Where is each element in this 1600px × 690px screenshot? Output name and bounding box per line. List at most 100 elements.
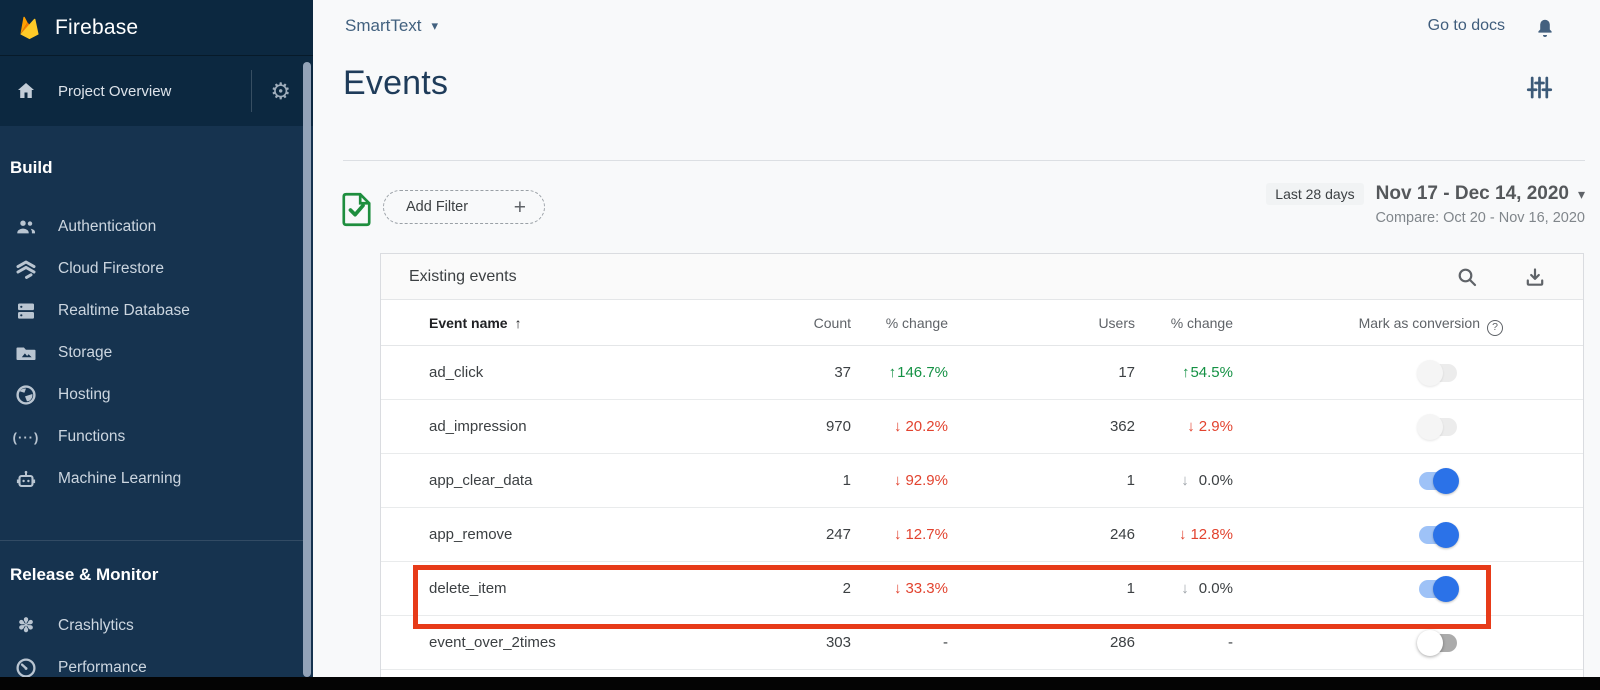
event-name-cell: delete_item — [429, 580, 507, 597]
mark-as-conversion-toggle[interactable] — [1417, 360, 1459, 386]
mark-as-conversion-toggle[interactable] — [1417, 630, 1459, 656]
event-name-cell: app_clear_data — [429, 472, 533, 489]
event-users-cell: 1 — [1126, 472, 1135, 489]
firebase-brand-header[interactable]: Firebase — [0, 0, 313, 56]
chevron-down-icon: ▾ — [431, 18, 439, 33]
event-count-cell: 247 — [825, 526, 851, 543]
event-name-cell: ad_impression — [429, 418, 527, 435]
mark-as-conversion-toggle[interactable] — [1417, 522, 1459, 548]
firebase-flame-icon — [20, 16, 39, 40]
column-header-users-change[interactable]: % change — [1170, 315, 1233, 331]
event-name-cell: event_over_2times — [429, 634, 556, 651]
project-selector-dropdown[interactable]: SmartText ▾ — [345, 16, 438, 36]
sidebar-scrollbar-thumb[interactable] — [303, 62, 311, 677]
event-count-cell: 1 — [842, 472, 851, 489]
sidebar-item-label: Authentication — [58, 218, 157, 235]
column-header-event-name[interactable]: Event name ↑ — [429, 315, 522, 331]
sidebar-release-items: ✽ Crashlytics Performance — [0, 605, 304, 689]
sidebar-item-label: Cloud Firestore — [58, 260, 164, 277]
table-row[interactable]: delete_item 2 ↓ 33.3% 1 ↓ 0.0% — [381, 562, 1583, 629]
brand-name: Firebase — [55, 15, 139, 39]
globe-icon — [14, 383, 38, 407]
event-users-cell: 362 — [1109, 418, 1135, 435]
sidebar-item-crashlytics[interactable]: ✽ Crashlytics — [0, 605, 304, 647]
users-change-cell: ↑54.5% — [1181, 364, 1233, 381]
crashlytics-icon: ✽ — [17, 615, 35, 637]
event-name-cell: app_remove — [429, 526, 513, 543]
change-arrow-icon: ↑ — [1181, 364, 1190, 381]
people-icon — [14, 215, 38, 239]
sidebar-top-band — [0, 0, 313, 126]
event-users-cell: 17 — [1118, 364, 1135, 381]
change-arrow-icon: ↓ — [893, 472, 902, 489]
change-arrow-icon: ↑ — [888, 364, 897, 381]
sidebar-item-project-overview[interactable]: Project Overview ⚙ — [0, 57, 313, 125]
sidebar-item-authentication[interactable]: Authentication — [0, 206, 304, 248]
speedometer-icon — [14, 656, 38, 680]
column-header-count-change[interactable]: % change — [885, 315, 948, 331]
column-header-count[interactable]: Count — [813, 315, 851, 331]
sidebar-section-heading-release-monitor: Release & Monitor — [10, 565, 159, 584]
sidebar-item-functions[interactable]: (···) Functions — [0, 416, 304, 458]
sidebar-section-divider — [0, 540, 304, 541]
sidebar-item-storage[interactable]: Storage — [0, 332, 304, 374]
users-change-cell: ↓ 12.8% — [1178, 526, 1233, 543]
data-status-check-icon — [340, 191, 373, 228]
users-change-cell: - — [1228, 634, 1233, 651]
users-change-cell: ↓ 2.9% — [1187, 418, 1233, 435]
firestore-icon — [14, 257, 38, 281]
change-arrow-icon: ↓ — [893, 418, 902, 435]
count-change-cell: ↓ 12.7% — [893, 526, 948, 543]
table-row[interactable]: app_remove 247 ↓ 12.7% 246 ↓ 12.8% — [381, 508, 1583, 562]
search-icon[interactable] — [1455, 265, 1479, 289]
sidebar-item-label: Realtime Database — [58, 302, 190, 319]
event-users-cell: 286 — [1109, 634, 1135, 651]
sidebar-item-realtime-database[interactable]: Realtime Database — [0, 290, 304, 332]
event-count-cell: 303 — [825, 634, 851, 651]
sidebar-item-label: Performance — [58, 659, 147, 676]
column-header-users[interactable]: Users — [1098, 315, 1135, 331]
tune-filter-icon[interactable] — [1526, 74, 1553, 101]
change-arrow-icon: ↓ — [893, 580, 902, 597]
change-arrow-icon: ↓ — [1181, 472, 1189, 489]
table-row[interactable]: ad_click 37 ↑146.7% 17 ↑54.5% — [381, 346, 1583, 400]
notifications-bell-icon[interactable] — [1533, 14, 1557, 40]
mark-as-conversion-toggle[interactable] — [1417, 414, 1459, 440]
project-settings-gear-icon[interactable]: ⚙ — [270, 77, 291, 104]
database-icon — [14, 299, 38, 323]
sidebar-item-performance[interactable]: Performance — [0, 647, 304, 689]
help-icon[interactable]: ? — [1487, 320, 1503, 336]
sidebar-item-hosting[interactable]: Hosting — [0, 374, 304, 416]
plus-icon: + — [513, 195, 526, 219]
sidebar-item-machine-learning[interactable]: Machine Learning — [0, 458, 304, 500]
count-change-cell: - — [943, 634, 948, 651]
robot-icon — [14, 467, 38, 491]
add-filter-button[interactable]: Add Filter + — [383, 190, 545, 224]
table-row[interactable]: app_clear_data 1 ↓ 92.9% 1 ↓ 0.0% — [381, 454, 1583, 508]
count-change-cell: ↓ 20.2% — [893, 418, 948, 435]
event-count-cell: 970 — [825, 418, 851, 435]
download-icon[interactable] — [1523, 265, 1547, 289]
column-header-mark-as-conversion: Mark as conversion? — [1359, 300, 1503, 346]
home-icon — [18, 83, 34, 98]
table-row[interactable]: ad_impression 970 ↓ 20.2% 362 ↓ 2.9% — [381, 400, 1583, 454]
sidebar-item-cloud-firestore[interactable]: Cloud Firestore — [0, 248, 304, 290]
add-filter-label: Add Filter — [406, 199, 469, 215]
sidebar-vertical-divider — [251, 70, 253, 112]
header-divider — [343, 160, 1585, 161]
mark-as-conversion-toggle[interactable] — [1417, 576, 1459, 602]
table-row[interactable]: event_over_2times 303 - 286 - — [381, 616, 1583, 670]
count-change-cell: ↓ 92.9% — [893, 472, 948, 489]
sidebar-item-label: Functions — [58, 428, 126, 445]
sidebar-item-label: Machine Learning — [58, 470, 182, 487]
table-header-row: Event name ↑ Count % change Users % chang… — [381, 300, 1583, 346]
date-range-selector[interactable]: Nov 17 - Dec 14, 2020 — [1375, 183, 1569, 204]
sort-ascending-icon: ↑ — [514, 315, 522, 331]
chevron-down-icon[interactable]: ▾ — [1577, 185, 1585, 202]
sidebar-item-label: Crashlytics — [58, 617, 134, 634]
change-arrow-icon: ↓ — [1181, 580, 1189, 597]
go-to-docs-link[interactable]: Go to docs — [1427, 17, 1505, 34]
mark-as-conversion-toggle[interactable] — [1417, 468, 1459, 494]
count-change-cell: ↑146.7% — [888, 364, 948, 381]
compare-date-range: Compare: Oct 20 - Nov 16, 2020 — [1375, 210, 1585, 226]
